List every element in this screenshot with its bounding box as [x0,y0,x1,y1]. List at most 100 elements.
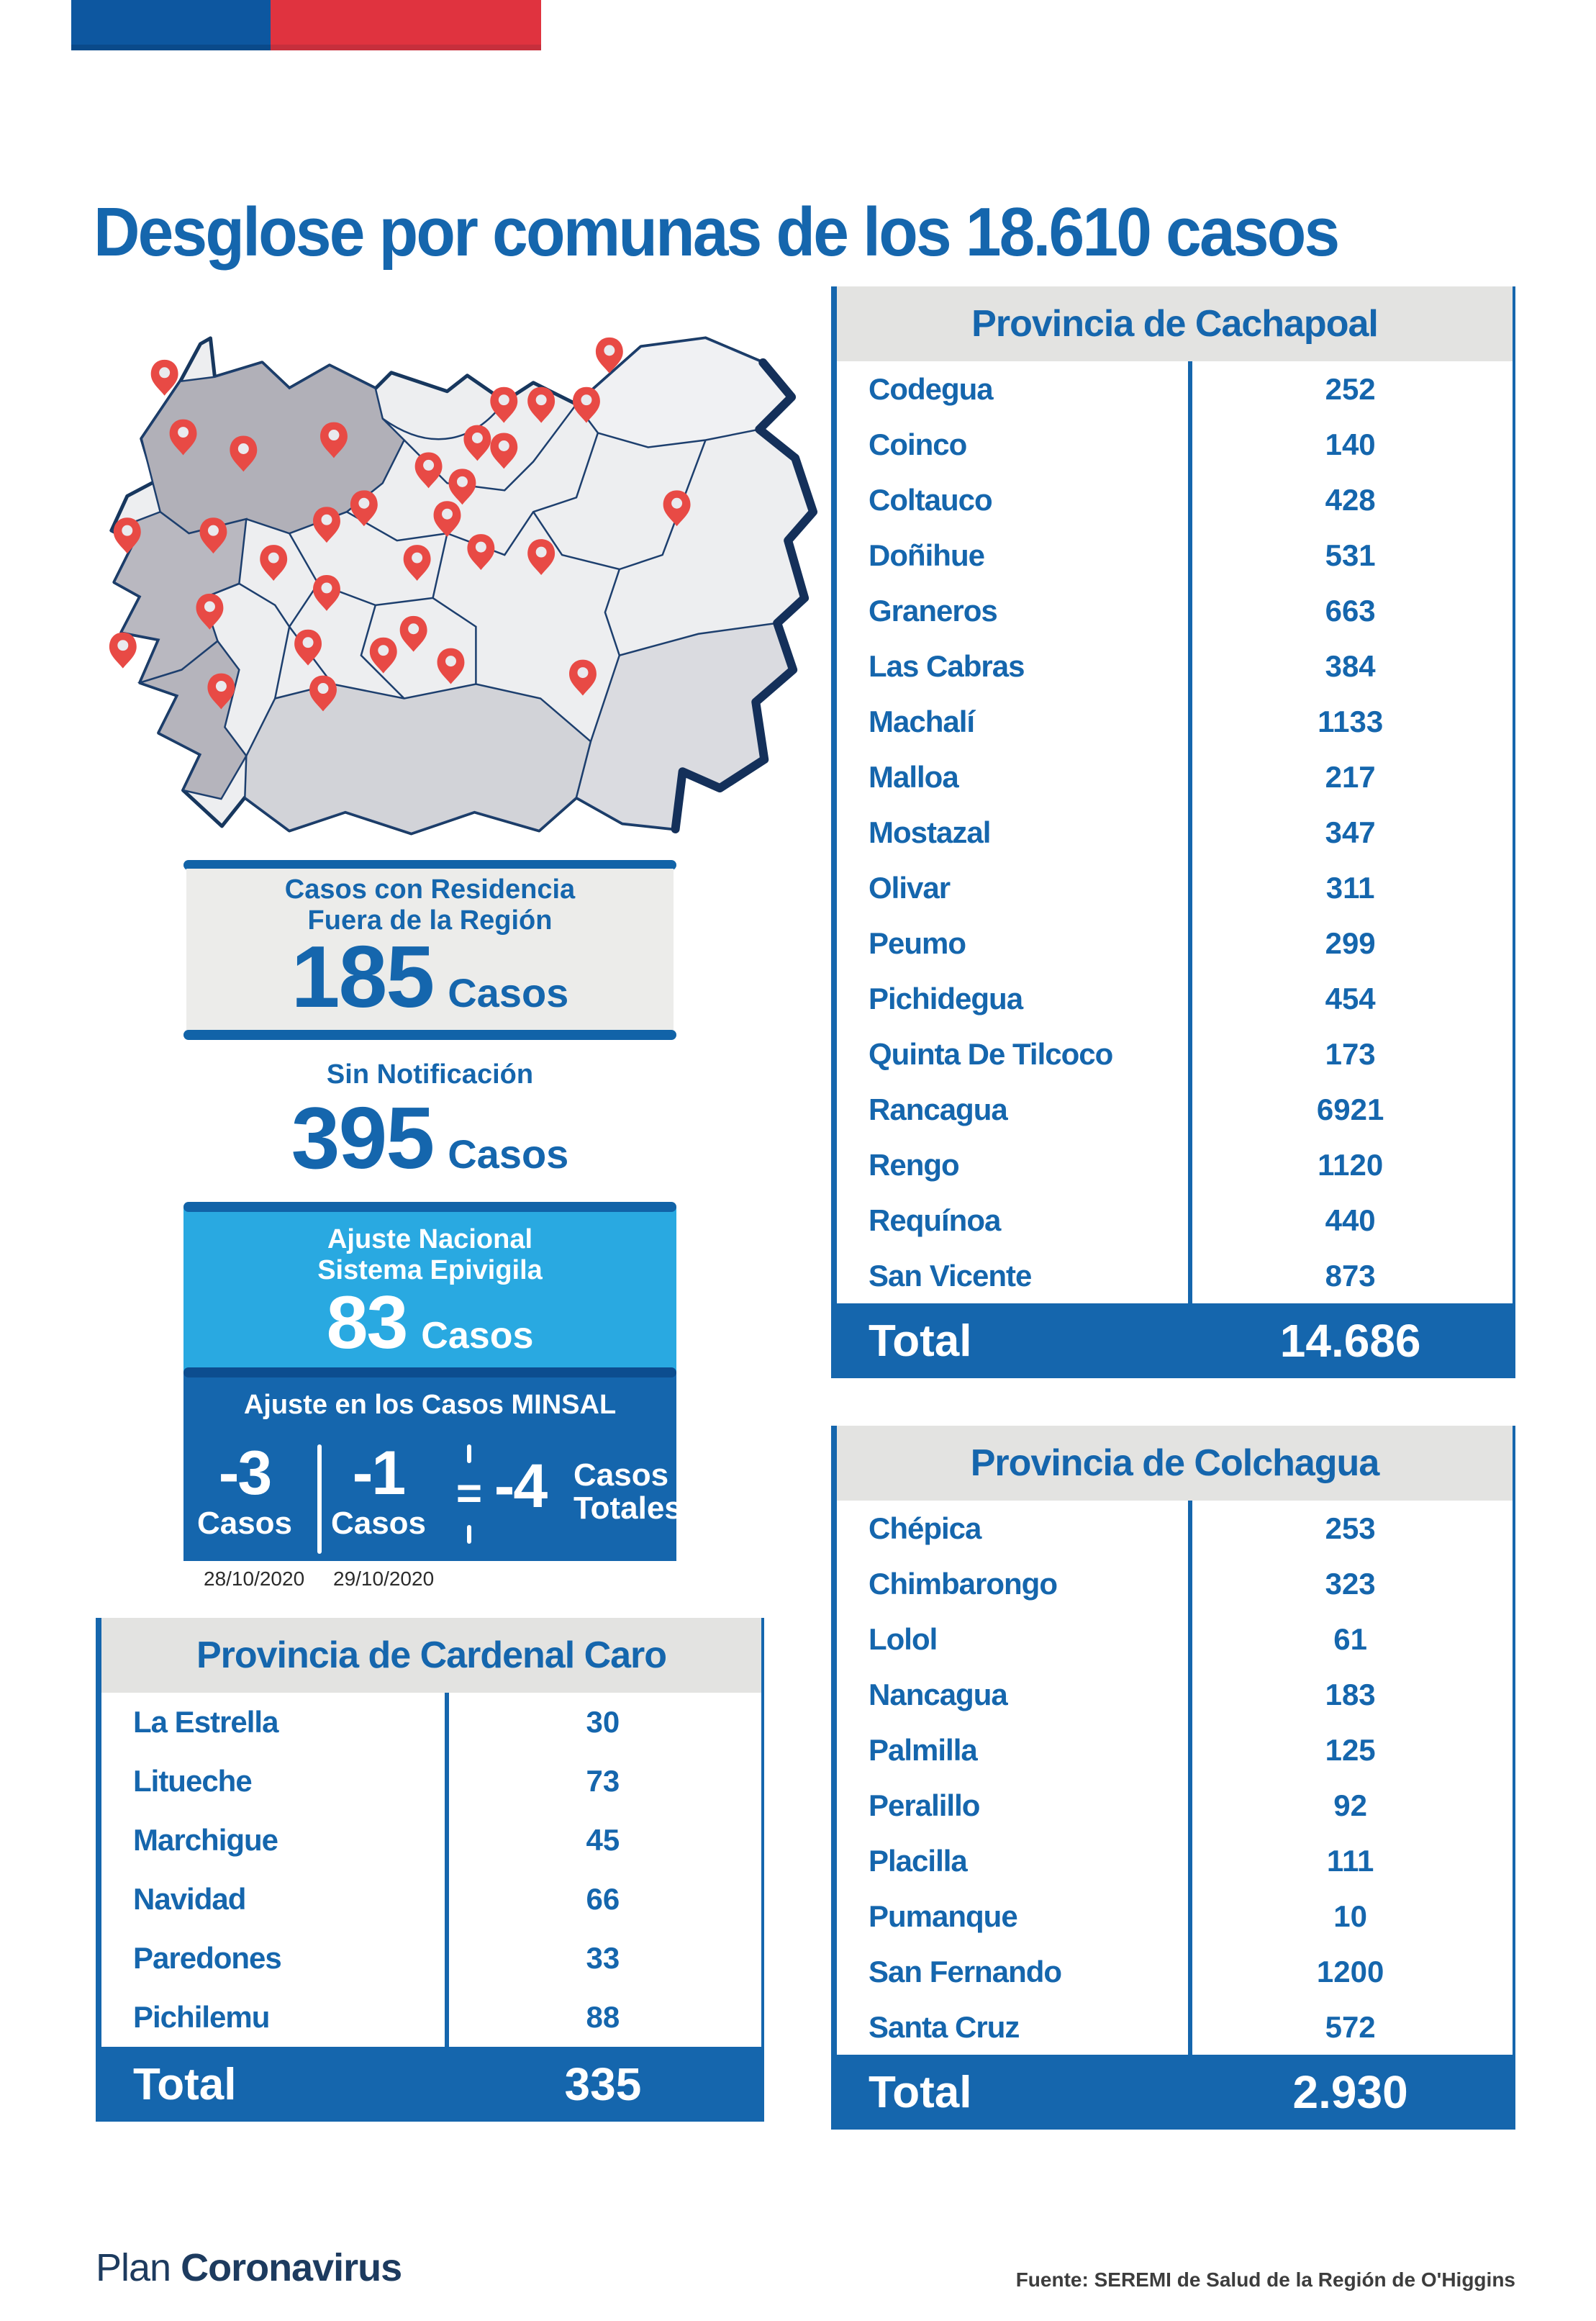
table-row: Malloa 217 [837,749,1513,805]
table-total-row: Total 2.930 [837,2055,1513,2130]
commune-name: Las Cabras [869,648,1025,683]
commune-cases: 454 [1325,981,1376,1015]
commune-cases: 347 [1325,815,1376,849]
map-pin-icon [169,419,197,456]
commune-name: Lolol [869,1621,938,1656]
minsal-label-2: Casos [330,1505,427,1541]
stat-box-epivigila: Ajuste Nacional Sistema Epivigila 83 Cas… [183,1202,676,1372]
table-row: Rengo 1120 [837,1137,1513,1193]
commune-name: Rengo [869,1147,960,1182]
commune-cases: 384 [1325,648,1376,683]
table-header: Provincia de Cardenal Caro [101,1618,761,1693]
commune-name: Placilla [869,1843,968,1878]
map-pin-icon [207,673,235,710]
minsal-col-1: -3 Casos [183,1439,306,1541]
commune-cases: 440 [1325,1203,1376,1237]
map-south-communes [244,683,592,835]
stat-unit: Casos [448,1131,569,1177]
table-row: Quinta De Tilcoco 173 [837,1026,1513,1082]
date-1: 28/10/2020 [204,1567,305,1590]
table-body: La Estrella 30 Litueche 73 Marchigue 45 Navida… [101,1693,761,2047]
stat-box-bg [186,869,674,1031]
page-title: Desglose por comunas de los 18.610 casos [94,194,1340,271]
commune-cases: 252 [1325,371,1376,406]
commune-name: San Vicente [869,1258,1032,1293]
minsal-dash-bottom [467,1525,471,1544]
commune-name: Rancagua [869,1092,1008,1126]
table-row: Olivar 311 [837,860,1513,915]
commune-name: Peralillo [869,1788,980,1822]
table-row: Pichilemu 88 [101,1988,761,2047]
commune-cases: 323 [1325,1566,1376,1601]
stat-value: 395 [291,1088,435,1187]
commune-cases: 73 [586,1764,620,1798]
minsal-value-1: -3 [218,1439,272,1508]
stat-box-residencia: Casos con Residencia Fuera de la Región … [183,860,676,1040]
chile-flag-logo [71,0,541,50]
stat-value: 83 [326,1280,409,1365]
commune-name: Machalí [869,704,975,738]
commune-name: San Fernando [869,1954,1062,1989]
divider-bar [183,860,676,870]
table-body: Chépica 253 Chimbarongo 323 Lolol 61 Nancagua 1… [837,1501,1513,2055]
commune-name: Olivar [869,870,951,905]
commune-name: Navidad [133,1882,246,1916]
commune-name: Coinco [869,427,967,461]
map-pin-icon [309,675,337,712]
table-row: Paredones 33 [101,1929,761,1988]
minsal-divider [317,1444,322,1554]
table-row: Litueche 73 [101,1752,761,1811]
commune-cases: 311 [1325,870,1375,905]
commune-cases: 299 [1325,926,1376,960]
table-header: Provincia de Cachapoal [837,286,1513,361]
table-row: Doñihue 531 [837,528,1513,583]
commune-name: Mostazal [869,815,991,849]
commune-cases: 30 [586,1705,620,1739]
map-pin-icon [313,574,340,611]
map-pin-icon [399,615,427,652]
map-pin-icon [320,422,348,458]
commune-name: Pumanque [869,1899,1018,1933]
stat-title-line2: Fuera de la Región [307,905,553,936]
map-pin-icon [463,425,491,461]
stat-title-line2: Sistema Epivigila [317,1254,543,1285]
table-row: Pumanque 10 [837,1888,1513,1944]
commune-name: Quinta De Tilcoco [869,1036,1113,1071]
total-value: 14.686 [1279,1315,1421,1367]
commune-cases: 125 [1325,1732,1376,1767]
commune-name: Pichidegua [869,981,1023,1015]
table-row: Machalí 1133 [837,694,1513,749]
commune-cases: 428 [1325,482,1376,517]
commune-cases: 33 [586,1941,620,1975]
total-value: 2.930 [1292,2066,1408,2118]
brand-light: Plan [96,2246,181,2289]
table-row: San Vicente 873 [837,1248,1513,1303]
table-row: Pichidegua 454 [837,971,1513,1026]
commune-cases: 873 [1325,1258,1376,1293]
commune-name: Palmilla [869,1732,978,1767]
commune-cases: 1133 [1318,704,1384,738]
table-colchagua: Provincia de Colchagua Chépica 253 Chimbar… [831,1426,1515,2130]
table-row: Coinco 140 [837,417,1513,472]
commune-cases: 140 [1325,427,1376,461]
minsal-label-1: Casos [196,1505,293,1541]
table-row: Mostazal 347 [837,805,1513,860]
stat-title: Casos con Residencia Fuera de la Región [183,860,676,936]
divider-bar [183,1030,676,1040]
map-pin-icon [109,632,137,669]
stat-title: Ajuste en los Casos MINSAL [243,1390,617,1420]
commune-cases: 572 [1325,2009,1376,2044]
map-pin-icon [433,501,461,538]
minsal-equals: = [455,1469,483,1519]
minsal-result-label-line2: Totales [573,1490,682,1526]
commune-name: La Estrella [133,1705,278,1739]
map-pin-icon [294,629,322,666]
commune-cases: 1200 [1316,1954,1384,1989]
minsal-col-2: -1 Casos [325,1442,432,1541]
table-row: Navidad 66 [101,1870,761,1929]
map-pin-icon [350,490,378,527]
stat-unit: Casos [421,1314,534,1357]
divider-bar [183,1367,676,1377]
commune-name: Doñihue [869,538,985,572]
commune-cases: 663 [1325,593,1376,628]
